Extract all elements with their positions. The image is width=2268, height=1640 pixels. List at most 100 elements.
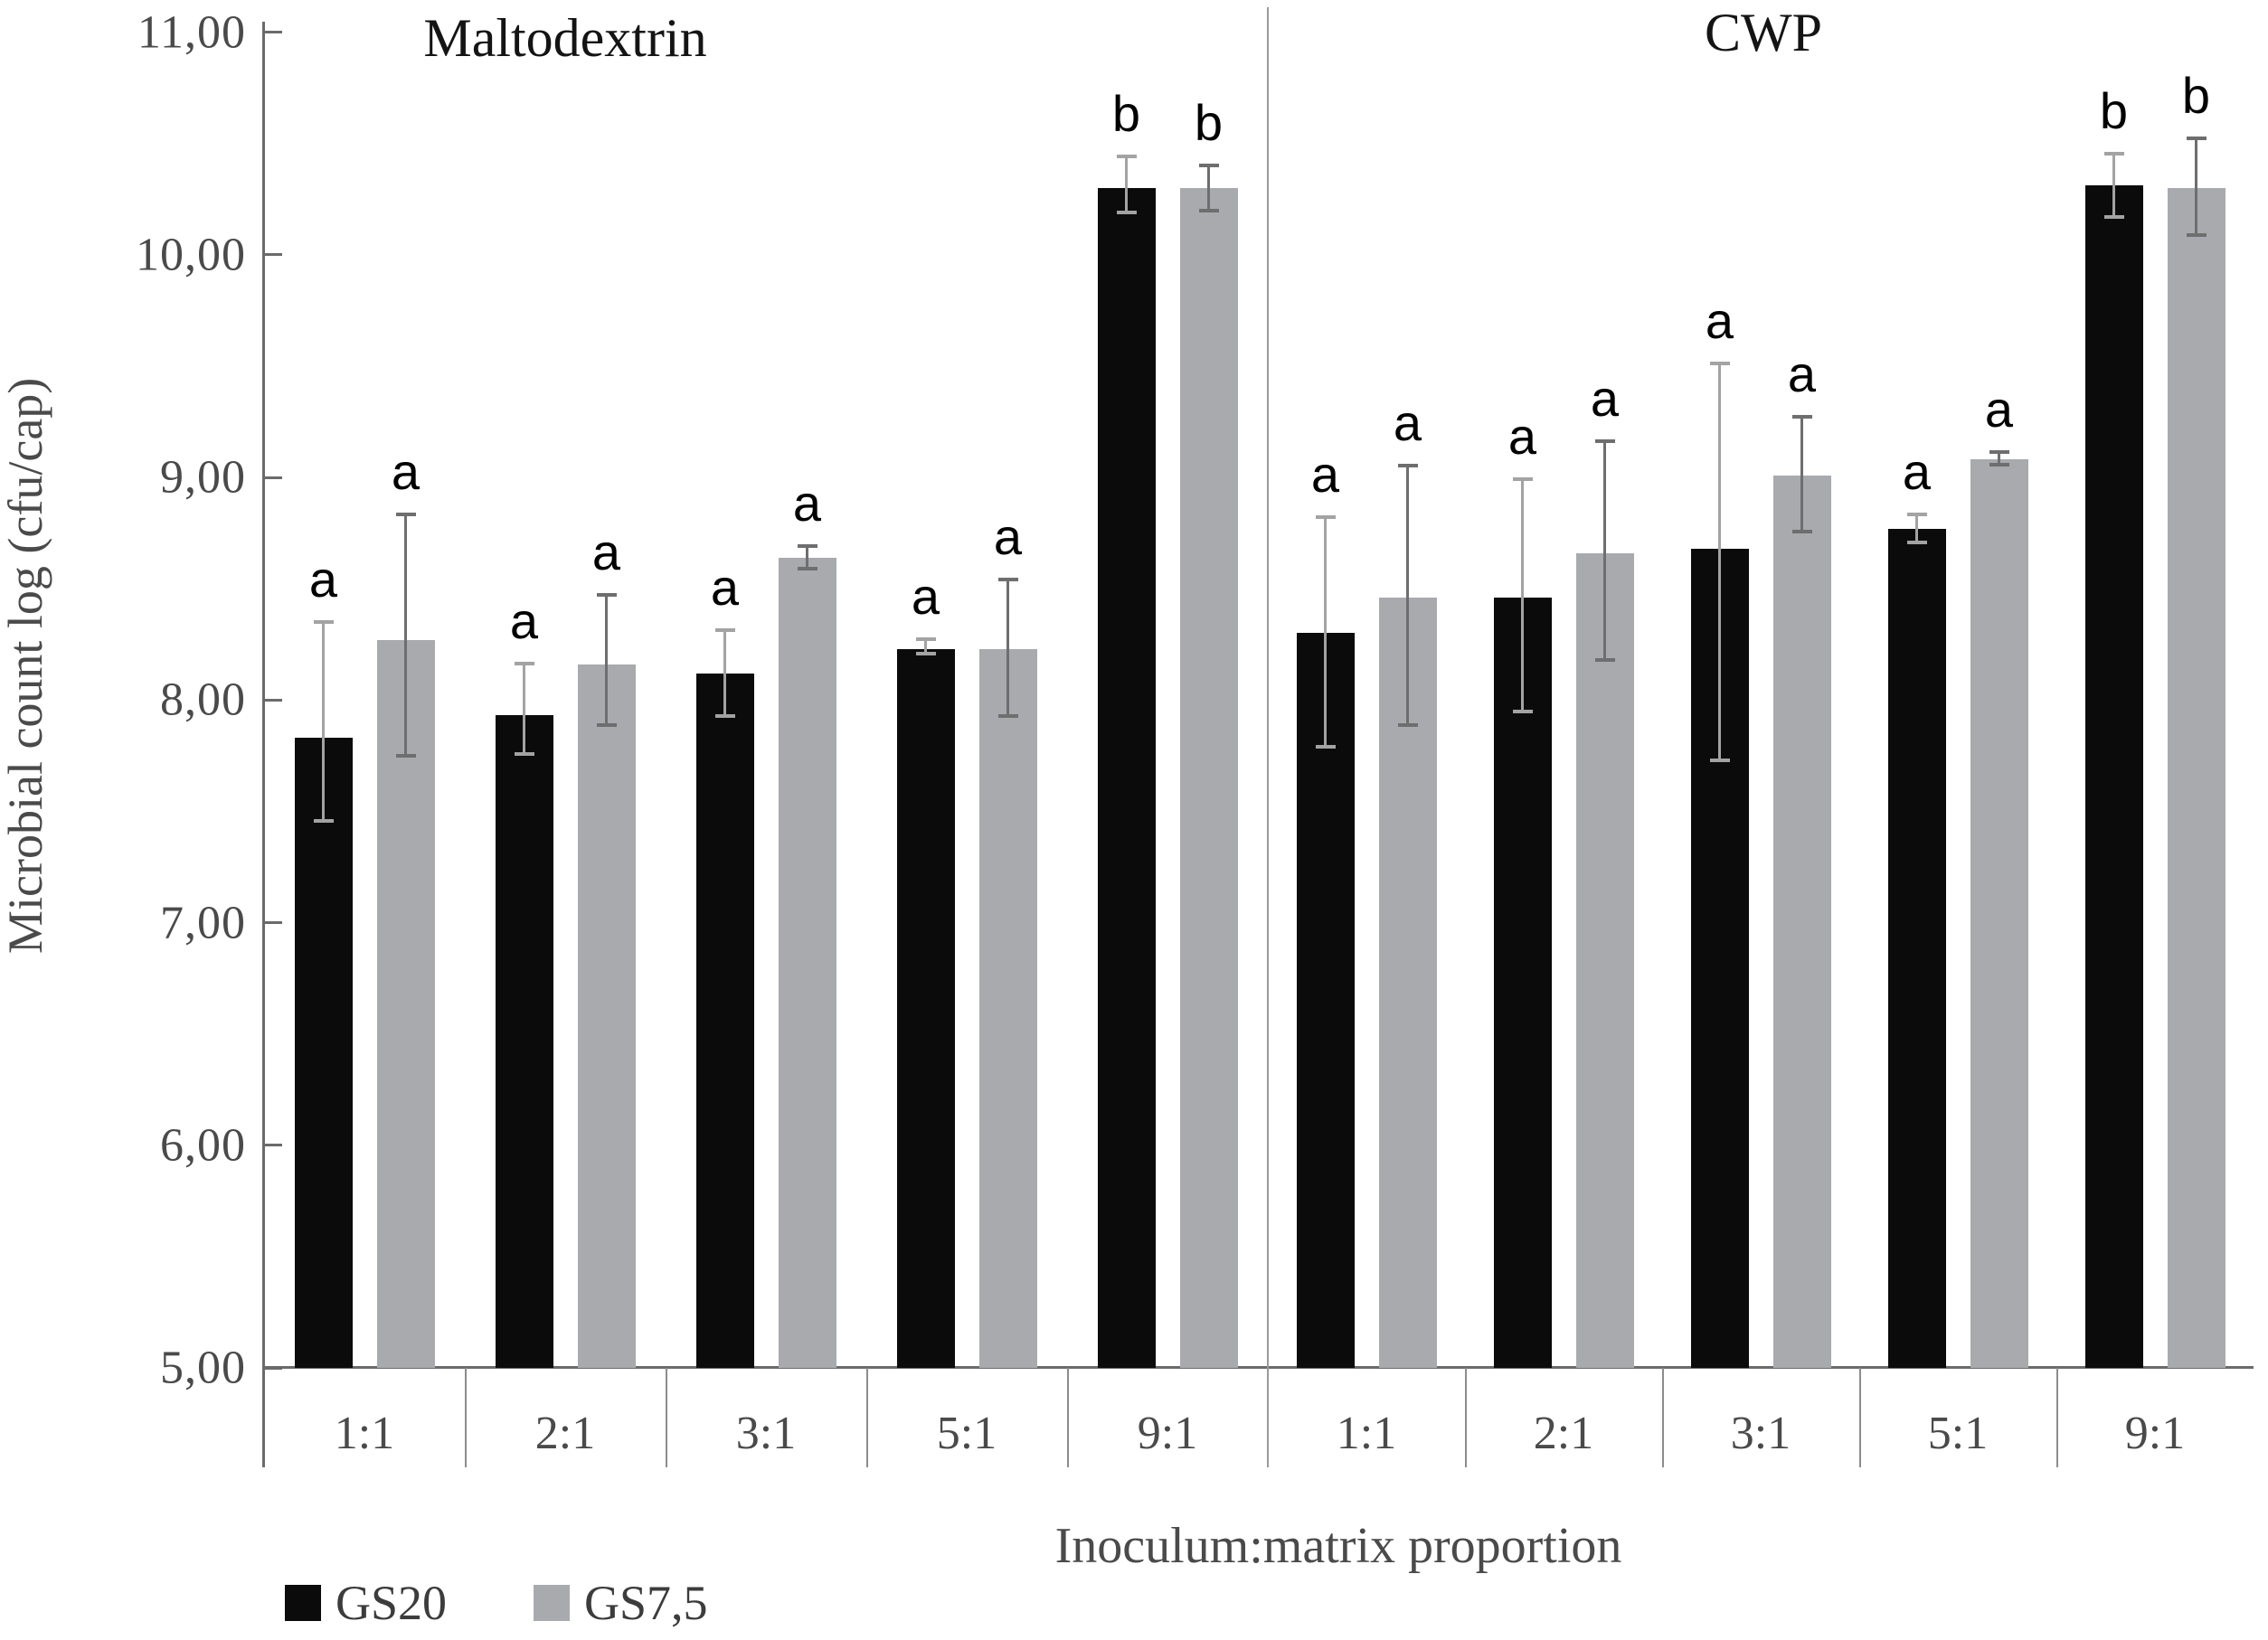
gs75-swatch bbox=[534, 1585, 571, 1621]
significance-letter: a bbox=[509, 592, 539, 650]
error-bar-line bbox=[1125, 154, 1128, 215]
significance-letter: b bbox=[1111, 84, 1141, 142]
significance-letter: b bbox=[1194, 93, 1224, 151]
bar-maltodextrin-3:1-gs20 bbox=[695, 673, 754, 1368]
error-bar-line bbox=[1998, 450, 2000, 467]
error-bar-line bbox=[1603, 439, 1606, 663]
significance-letter: a bbox=[591, 523, 621, 581]
bar-maltodextrin-9:1-gs7,5 bbox=[1179, 187, 1238, 1368]
bar-maltodextrin-3:1-gs7,5 bbox=[778, 557, 836, 1368]
error-bar-cap-top bbox=[596, 593, 617, 598]
error-bar-line bbox=[1406, 464, 1409, 727]
category-divider bbox=[1067, 1368, 1069, 1467]
significance-letter: b bbox=[2099, 82, 2129, 140]
error-bar-cap-top bbox=[1709, 361, 1730, 365]
significance-letter: a bbox=[1705, 291, 1734, 349]
category-label: 2:1 bbox=[534, 1408, 596, 1459]
y-tick-label: 9,00 bbox=[160, 451, 246, 504]
category-divider bbox=[2056, 1368, 2058, 1467]
y-tick bbox=[264, 698, 282, 702]
y-tick bbox=[264, 253, 282, 257]
error-bar-cap-bottom bbox=[1198, 208, 1219, 212]
error-bar-cap-top bbox=[714, 628, 735, 633]
error-bar-line bbox=[1521, 477, 1524, 714]
legend-label-gs20: GS20 bbox=[335, 1576, 448, 1630]
bar-cwp-5:1-gs20 bbox=[1887, 528, 1946, 1368]
bar-maltodextrin-1:1-gs20 bbox=[294, 738, 353, 1368]
category-divider bbox=[866, 1368, 868, 1467]
panel-divider-line bbox=[1267, 7, 1269, 1467]
error-bar-cap-bottom bbox=[997, 713, 1018, 718]
error-bar-line bbox=[322, 619, 325, 823]
error-bar-cap-top bbox=[2186, 137, 2207, 141]
error-bar-cap-bottom bbox=[596, 722, 617, 727]
error-bar-cap-top bbox=[2103, 152, 2124, 156]
bar-maltodextrin-2:1-gs7,5 bbox=[577, 664, 636, 1368]
error-bar-cap-bottom bbox=[313, 818, 334, 823]
error-bar-cap-bottom bbox=[1989, 462, 2009, 467]
error-bar-line bbox=[1324, 514, 1327, 749]
error-bar-cap-top bbox=[797, 543, 817, 548]
significance-letter: a bbox=[710, 559, 740, 617]
y-tick-label: 7,00 bbox=[160, 897, 246, 948]
significance-letter: a bbox=[792, 474, 822, 532]
significance-letter: a bbox=[1902, 443, 1932, 501]
y-tick bbox=[264, 921, 282, 924]
y-axis-line bbox=[262, 22, 265, 1467]
bar-maltodextrin-1:1-gs7,5 bbox=[376, 639, 435, 1368]
y-tick-label: 8,00 bbox=[160, 674, 246, 726]
bar-maltodextrin-9:1-gs20 bbox=[1097, 187, 1156, 1368]
error-bar-cap-top bbox=[1116, 154, 1137, 158]
legend: GS20 GS7,5 bbox=[285, 1575, 708, 1631]
error-bar-line bbox=[924, 637, 927, 655]
category-label: 5:1 bbox=[936, 1408, 997, 1459]
panel-title-cwp: CWP bbox=[1704, 3, 1823, 62]
category-divider bbox=[465, 1368, 467, 1467]
significance-letter: a bbox=[308, 550, 338, 608]
y-tick-label: 6,00 bbox=[160, 1119, 246, 1172]
y-tick-label: 11,00 bbox=[137, 6, 246, 58]
significance-letter: a bbox=[391, 443, 421, 501]
error-bar-cap-top bbox=[1397, 464, 1418, 468]
error-bar-cap-top bbox=[915, 637, 936, 642]
error-bar-line bbox=[523, 662, 525, 756]
significance-letter: b bbox=[2181, 67, 2211, 125]
error-bar-cap-bottom bbox=[1594, 658, 1615, 663]
error-bar-cap-bottom bbox=[2186, 233, 2207, 238]
error-bar-cap-bottom bbox=[714, 713, 735, 718]
category-label: 3:1 bbox=[1730, 1408, 1791, 1459]
error-bar-line bbox=[2112, 152, 2115, 220]
error-bar-line bbox=[806, 543, 808, 571]
error-bar-cap-bottom bbox=[1512, 710, 1533, 714]
y-tick bbox=[264, 1366, 282, 1370]
error-bar-cap-bottom bbox=[514, 751, 534, 756]
error-bar-cap-top bbox=[1594, 439, 1615, 444]
x-axis-line bbox=[262, 1366, 2254, 1369]
category-divider bbox=[666, 1368, 667, 1467]
y-tick bbox=[264, 476, 282, 479]
category-label: 2:1 bbox=[1533, 1408, 1594, 1459]
significance-letter: a bbox=[1984, 381, 2014, 438]
bar-cwp-9:1-gs7,5 bbox=[2167, 187, 2225, 1368]
bar-cwp-5:1-gs7,5 bbox=[1970, 459, 2028, 1368]
error-bar-cap-bottom bbox=[1397, 722, 1418, 727]
category-divider bbox=[1662, 1368, 1664, 1467]
category-label: 5:1 bbox=[1927, 1408, 1989, 1459]
category-label: 1:1 bbox=[1336, 1408, 1397, 1459]
significance-letter: a bbox=[1393, 394, 1422, 452]
error-bar-cap-top bbox=[395, 513, 416, 517]
error-bar-cap-top bbox=[1198, 163, 1219, 167]
category-divider bbox=[1465, 1368, 1467, 1467]
error-bar-line bbox=[2195, 137, 2197, 238]
error-bar-cap-bottom bbox=[1116, 211, 1137, 215]
bar-cwp-2:1-gs20 bbox=[1493, 597, 1552, 1368]
error-bar-cap-top bbox=[1906, 513, 1927, 517]
y-tick bbox=[264, 31, 282, 33]
significance-letter: a bbox=[1507, 408, 1537, 465]
significance-letter: a bbox=[911, 568, 940, 626]
error-bar-cap-top bbox=[997, 577, 1018, 581]
error-bar-cap-bottom bbox=[1709, 759, 1730, 763]
error-bar-line bbox=[1207, 163, 1210, 212]
